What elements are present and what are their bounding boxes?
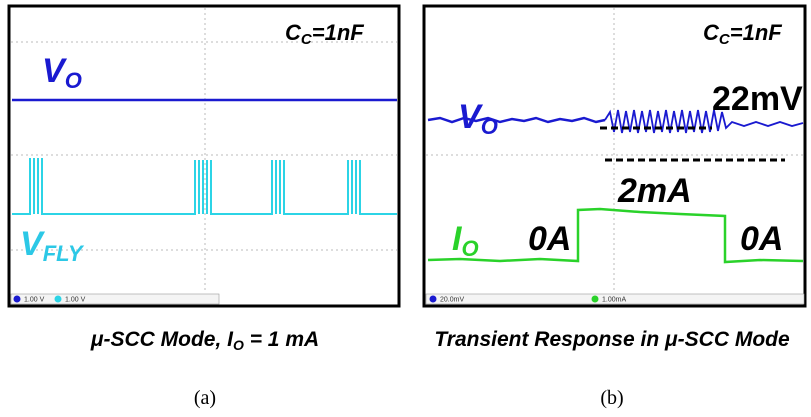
text: μ-SCC Mode, I (90, 328, 234, 351)
panel-label: (a) (194, 387, 216, 409)
text: O (481, 114, 498, 139)
channel-icon (430, 296, 437, 303)
text: = 1 mA (244, 328, 319, 351)
text: FLY (43, 241, 85, 266)
capacitor-label: CC=1nF (285, 20, 364, 48)
channel-icon (592, 296, 599, 303)
ripple-label: 22mV (712, 80, 803, 118)
text: O (461, 236, 478, 261)
zero-label: 0A (740, 220, 783, 258)
capacitor-label: CC=1nF (703, 20, 782, 48)
panel-b: CC=1nF VO 22mV 2mA 0A 0A IO 20.0mV 1.00m… (424, 6, 805, 306)
text: C (703, 20, 720, 45)
panel-label: (b) (600, 387, 623, 409)
text: O (233, 337, 244, 353)
zero-label: 0A (528, 220, 571, 258)
text: =1nF (312, 20, 365, 45)
figure: CC=1nF VO VFLY 1.00 V 1.00 V CC=1nF VO 2… (0, 0, 811, 417)
scale-label: 1.00 V (65, 297, 86, 304)
channel-icon (14, 296, 21, 303)
text: =1nF (730, 20, 783, 45)
scale-label: 20.0mV (440, 297, 464, 304)
caption-b: Transient Response in μ-SCC Mode (434, 328, 790, 351)
scale-label: 1.00mA (602, 297, 626, 304)
text: C (285, 20, 302, 45)
panel-a: CC=1nF VO VFLY 1.00 V 1.00 V (9, 6, 399, 306)
load-label: 2mA (617, 172, 692, 210)
scale-label: 1.00 V (24, 297, 45, 304)
channel-icon (55, 296, 62, 303)
caption-a: μ-SCC Mode, IO = 1 mA (90, 328, 319, 353)
text: O (65, 68, 82, 93)
